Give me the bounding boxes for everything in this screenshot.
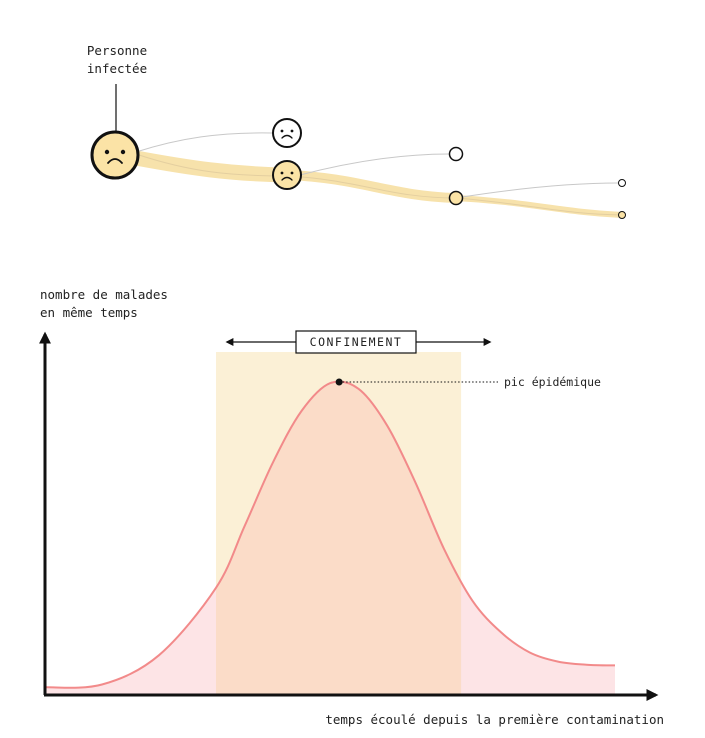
confinement-label-box <box>295 330 417 354</box>
sad-mouth <box>281 134 293 139</box>
eye-right <box>120 149 126 155</box>
contact-line-1 <box>135 132 273 153</box>
sad-mouth <box>107 158 123 164</box>
contact-person-2 <box>448 146 464 162</box>
source-label-line1: Personne <box>87 43 147 58</box>
eye-right <box>290 171 294 175</box>
infection-line-2 <box>287 175 457 199</box>
sad-face-icon <box>272 118 302 148</box>
peak-label: pic épidémique <box>504 375 601 389</box>
transmission-tree: Personne infectée <box>87 43 626 219</box>
contact-line-3 <box>461 182 619 198</box>
sad-mouth <box>281 176 293 181</box>
y-axis-label-line1: nombre de malades <box>40 287 168 302</box>
infected-person-2 <box>272 160 302 190</box>
curve-line <box>44 380 616 689</box>
sad-face-icon <box>272 160 302 190</box>
curve-area-confinement <box>216 381 462 695</box>
x-axis-label: temps écoulé depuis la première contamin… <box>325 712 664 727</box>
confinement-label: CONFINEMENT <box>310 335 403 349</box>
peak-marker <box>335 378 343 386</box>
infection-path-1 <box>128 150 296 183</box>
infection-path-2 <box>283 170 461 203</box>
y-axis-label-line2: en même temps <box>40 305 138 320</box>
infection-path-3 <box>453 195 625 218</box>
infected-person-3 <box>448 190 464 206</box>
contact-person-1 <box>272 118 302 148</box>
sad-face-icon <box>90 130 140 180</box>
eye-right <box>290 129 294 133</box>
infection-line-3 <box>455 197 623 216</box>
contact-line-2 <box>299 153 450 176</box>
eye-left <box>104 149 110 155</box>
eye-left <box>280 129 284 133</box>
eye-left <box>280 171 284 175</box>
source-label-line2: infectée <box>87 61 147 76</box>
infection-line-1 <box>135 153 289 177</box>
infected-person-source <box>90 130 140 180</box>
contact-person-3 <box>618 179 626 187</box>
epidemic-chart: nombre de malades en même temps temps éc… <box>39 287 664 727</box>
infected-person-4 <box>618 211 626 219</box>
